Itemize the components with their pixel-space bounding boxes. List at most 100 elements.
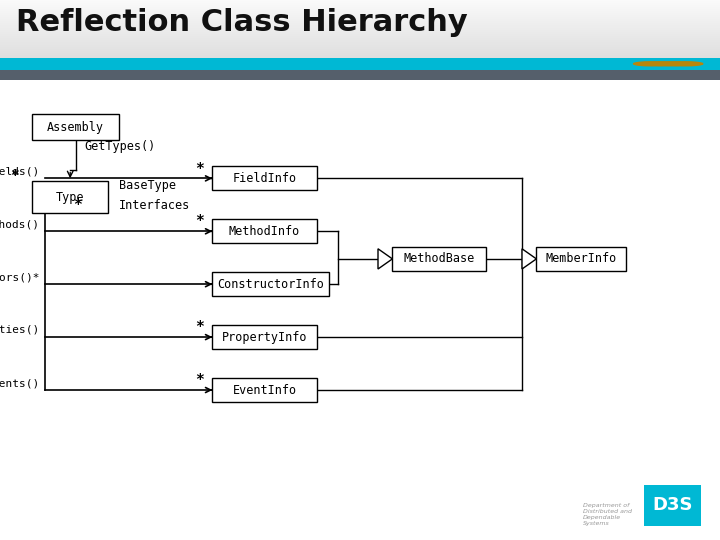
- Bar: [0, 62, 720, 63]
- FancyBboxPatch shape: [212, 166, 317, 190]
- Bar: [0, 3, 720, 4]
- Bar: [0, 49, 720, 50]
- Bar: [0, 8, 720, 9]
- Text: Interfaces: Interfaces: [119, 199, 190, 212]
- FancyBboxPatch shape: [212, 325, 317, 349]
- Bar: [0, 52, 720, 53]
- Bar: [0, 70, 720, 71]
- Bar: [0, 29, 720, 30]
- Bar: [0, 17, 720, 18]
- Text: GetMethods(): GetMethods(): [0, 219, 40, 230]
- Circle shape: [634, 62, 670, 66]
- Text: Reflection Class Hierarchy: Reflection Class Hierarchy: [16, 8, 467, 37]
- Bar: [0, 50, 720, 51]
- Text: EventInfo: EventInfo: [233, 383, 297, 396]
- Bar: [0, 14, 720, 15]
- Bar: [0, 9, 720, 10]
- Bar: [0, 5, 720, 6]
- Bar: [0, 6, 720, 8]
- FancyBboxPatch shape: [32, 114, 119, 140]
- Bar: [0, 30, 720, 31]
- Bar: [0, 0, 720, 1]
- Text: *: *: [73, 198, 82, 213]
- Bar: [0, 38, 720, 39]
- Text: FieldInfo: FieldInfo: [233, 172, 297, 185]
- Bar: [0, 18, 720, 19]
- Bar: [0, 48, 720, 49]
- Bar: [0, 68, 720, 69]
- Bar: [0, 58, 720, 59]
- FancyBboxPatch shape: [644, 485, 701, 526]
- Bar: [0, 34, 720, 35]
- Text: GetConstructors()*: GetConstructors()*: [0, 272, 40, 282]
- Text: *: *: [10, 169, 19, 184]
- Bar: [0, 12, 720, 14]
- FancyBboxPatch shape: [392, 247, 486, 271]
- Bar: [0, 39, 720, 40]
- Bar: [0, 22, 720, 23]
- Bar: [0, 76, 720, 77]
- Bar: [0, 64, 720, 65]
- Text: GetTypes(): GetTypes(): [84, 140, 156, 153]
- Bar: [0, 15, 720, 16]
- Text: MemberInfo: MemberInfo: [546, 252, 617, 265]
- Bar: [0, 71, 720, 72]
- Bar: [0, 58, 720, 80]
- Text: MethodBase: MethodBase: [404, 252, 474, 265]
- Bar: [0, 60, 720, 61]
- Polygon shape: [378, 249, 392, 269]
- Bar: [0, 2, 720, 3]
- Bar: [0, 53, 720, 54]
- Text: GetProperties(): GetProperties(): [0, 325, 40, 335]
- Bar: [0, 31, 720, 32]
- FancyBboxPatch shape: [32, 181, 108, 213]
- Bar: [0, 32, 720, 33]
- Bar: [0, 63, 720, 64]
- Bar: [0, 4, 720, 5]
- Text: *: *: [195, 320, 204, 335]
- Bar: [0, 77, 720, 78]
- Text: Type: Type: [56, 191, 84, 204]
- Bar: [0, 73, 720, 74]
- Bar: [0, 1, 720, 2]
- Circle shape: [650, 62, 686, 66]
- Bar: [0, 23, 720, 24]
- Bar: [0, 20, 720, 21]
- Bar: [0, 21, 720, 22]
- Bar: [0, 19, 720, 20]
- Bar: [0, 36, 720, 37]
- Bar: [0, 45, 720, 46]
- Bar: [0, 61, 720, 62]
- Text: BaseType: BaseType: [119, 179, 176, 192]
- Polygon shape: [522, 249, 536, 269]
- FancyBboxPatch shape: [536, 247, 626, 271]
- Text: Department of
Distributed and
Dependable
Systems: Department of Distributed and Dependable…: [583, 503, 632, 525]
- Bar: [0, 59, 720, 60]
- Bar: [0, 54, 720, 55]
- Bar: [0, 16, 720, 17]
- Text: Assembly: Assembly: [47, 120, 104, 133]
- FancyBboxPatch shape: [212, 378, 317, 402]
- Bar: [0, 35, 720, 36]
- Bar: [0, 43, 720, 44]
- Bar: [0, 10, 720, 11]
- Text: GetFields(): GetFields(): [0, 166, 40, 177]
- Bar: [0, 42, 720, 43]
- Bar: [0, 72, 720, 73]
- Text: *: *: [195, 161, 204, 177]
- Bar: [0, 56, 720, 57]
- Text: GetEvents(): GetEvents(): [0, 378, 40, 388]
- FancyBboxPatch shape: [212, 272, 329, 296]
- Bar: [0, 57, 720, 58]
- Bar: [0, 40, 720, 41]
- Bar: [0, 65, 720, 66]
- Bar: [0, 26, 720, 28]
- Bar: [0, 75, 720, 76]
- Circle shape: [667, 62, 703, 66]
- Bar: [0, 58, 720, 70]
- Bar: [0, 37, 720, 38]
- Bar: [0, 41, 720, 42]
- Text: ConstructorInfo: ConstructorInfo: [217, 278, 324, 291]
- Text: D3S: D3S: [652, 496, 693, 515]
- Bar: [0, 51, 720, 52]
